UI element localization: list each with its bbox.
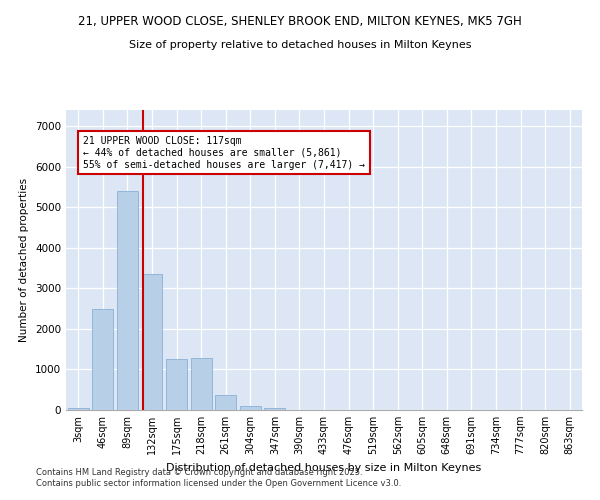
Bar: [215, 394, 236, 410]
Text: Size of property relative to detached houses in Milton Keynes: Size of property relative to detached ho…: [129, 40, 471, 50]
Bar: [142, 274, 163, 410]
Bar: [240, 406, 261, 410]
Text: 21, UPPER WOOD CLOSE, SHENLEY BROOK END, MILTON KEYNES, MK5 7GH: 21, UPPER WOOD CLOSE, SHENLEY BROOK END,…: [78, 15, 522, 28]
X-axis label: Distribution of detached houses by size in Milton Keynes: Distribution of detached houses by size …: [166, 462, 482, 472]
Bar: [117, 191, 138, 410]
Text: Contains HM Land Registry data © Crown copyright and database right 2025.
Contai: Contains HM Land Registry data © Crown c…: [36, 468, 401, 487]
Bar: [166, 360, 187, 410]
Bar: [92, 308, 113, 410]
Bar: [191, 358, 212, 410]
Bar: [68, 408, 89, 410]
Text: 21 UPPER WOOD CLOSE: 117sqm
← 44% of detached houses are smaller (5,861)
55% of : 21 UPPER WOOD CLOSE: 117sqm ← 44% of det…: [83, 136, 365, 170]
Y-axis label: Number of detached properties: Number of detached properties: [19, 178, 29, 342]
Bar: [265, 408, 286, 410]
